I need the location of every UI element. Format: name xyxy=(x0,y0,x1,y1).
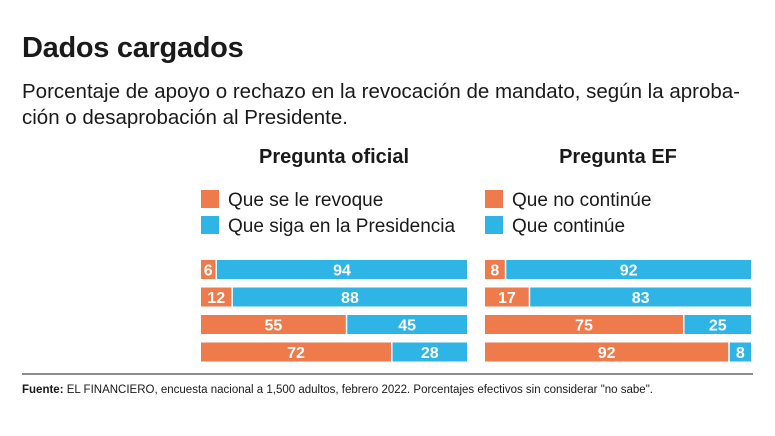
bar-value-label: 25 xyxy=(709,318,727,335)
bar-segment xyxy=(201,260,216,279)
legend-swatch xyxy=(485,190,503,208)
bar-segment xyxy=(347,315,467,334)
legend-label: Que no continúe xyxy=(512,190,651,211)
footer-text: EL FINANCIERO, encuesta nacional a 1,500… xyxy=(63,384,653,396)
footer-label: Fuente: xyxy=(22,384,64,396)
bar-segment xyxy=(506,260,751,279)
bar-segment xyxy=(201,315,346,334)
legend-label: Que siga en la Presidencia xyxy=(228,216,456,237)
bar-segment xyxy=(232,287,467,307)
chart-title: Dados cargados xyxy=(22,32,244,64)
legend-swatch xyxy=(485,216,503,234)
bar-value-label: 83 xyxy=(632,290,650,307)
bar-segment xyxy=(530,287,751,307)
bar-value-label: 6 xyxy=(204,263,213,280)
source-footer: Fuente: EL FINANCIERO, encuesta nacional… xyxy=(22,384,653,396)
chart-subtitle: Porcentaje de apoyo o rechazo en la revo… xyxy=(22,80,740,129)
bar-segment xyxy=(392,342,467,362)
bar-segment xyxy=(485,260,505,279)
bar-value-label: 92 xyxy=(620,263,638,280)
bar-value-label: 45 xyxy=(398,318,416,335)
bar-value-label: 8 xyxy=(490,263,499,280)
bar-segment xyxy=(485,315,683,334)
bar-value-label: 94 xyxy=(333,263,351,280)
bar-value-label: 28 xyxy=(421,345,439,362)
legend-label: Que continúe xyxy=(512,216,625,237)
bar-value-label: 72 xyxy=(287,345,305,362)
bar-value-label: 92 xyxy=(598,345,616,362)
panel-title: Pregunta EF xyxy=(559,146,677,168)
bar-value-label: 12 xyxy=(207,290,225,307)
bar-segment xyxy=(485,342,729,362)
bar-value-label: 8 xyxy=(736,345,745,362)
bar-value-label: 75 xyxy=(575,318,593,335)
bar-segment xyxy=(485,287,529,307)
panel-title: Pregunta oficial xyxy=(259,146,409,168)
legend-swatch xyxy=(201,216,219,234)
bar-value-label: 17 xyxy=(498,290,516,307)
legend-label: Que se le revoque xyxy=(228,190,383,211)
bar-segment xyxy=(684,315,751,334)
bar-segment xyxy=(201,342,392,362)
bar-value-label: 55 xyxy=(265,318,283,335)
bar-segment xyxy=(729,342,751,362)
bar-segment xyxy=(201,287,232,307)
bar-value-label: 88 xyxy=(341,290,359,307)
bar-segment xyxy=(216,260,467,279)
legend-swatch xyxy=(201,190,219,208)
